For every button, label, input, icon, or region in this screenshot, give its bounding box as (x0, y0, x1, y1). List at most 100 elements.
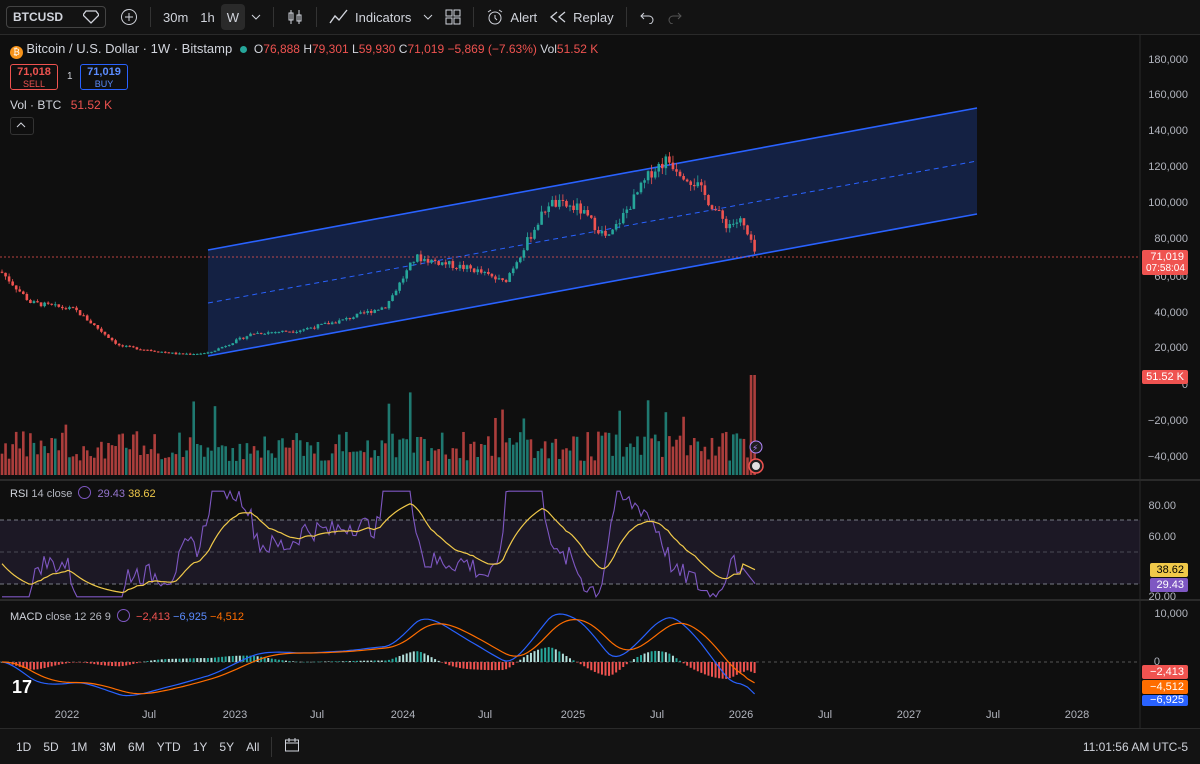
rsi-ma-line[interactable] (1, 503, 756, 594)
volume-bar (245, 443, 249, 475)
candle-body (742, 218, 746, 226)
macd-hist-bar (707, 662, 710, 676)
candle-body (639, 182, 643, 193)
buy-button[interactable]: 71,019 BUY (80, 64, 128, 90)
channel-upper-line[interactable] (207, 107, 978, 251)
macd-line[interactable] (1, 613, 756, 697)
symbol-search[interactable]: BTCUSD (6, 6, 106, 28)
candle-body (405, 270, 408, 279)
macd-hist-bar (537, 649, 540, 662)
time-tick: 2025 (561, 709, 585, 721)
volume-bar (284, 447, 288, 475)
volume-bar (632, 447, 636, 475)
toolbar-divider (273, 7, 275, 27)
collapse-legend-button[interactable] (10, 117, 34, 135)
indicators-button[interactable]: Indicators (323, 4, 417, 30)
channel-lower-line[interactable] (207, 213, 978, 357)
indicator-settings-icon[interactable] (78, 486, 92, 499)
candle-body (717, 210, 721, 212)
macd-hist-bar (40, 662, 43, 669)
indicator-settings-icon[interactable] (116, 609, 130, 622)
candle-body (334, 322, 337, 324)
candle-body (71, 307, 75, 309)
candle-body (195, 353, 199, 355)
volume-bar (210, 450, 213, 475)
volume-bar (277, 440, 281, 475)
range-6m[interactable]: 6M (128, 739, 145, 754)
candle-body (529, 237, 533, 239)
candle-body (401, 278, 405, 283)
interval-1h[interactable]: 1h (200, 9, 215, 25)
rsi-line[interactable] (2, 489, 756, 599)
candle-body (621, 212, 625, 224)
interval-dropdown[interactable] (245, 4, 267, 30)
diamond-icon[interactable] (83, 10, 99, 24)
macd-hist-bar (370, 660, 373, 662)
macd-hist-bar (629, 661, 632, 663)
time-axis[interactable]: 2022 Jul 2023 Jul 2024 Jul 2025 Jul 2026 Jul 2027 J… (55, 709, 1089, 721)
volume-bar (121, 433, 124, 475)
volume-bar (678, 435, 682, 475)
range-3m[interactable]: 3M (99, 739, 117, 754)
range-1y[interactable]: 1Y (192, 739, 208, 754)
last-price-value: 71,019 (1150, 251, 1184, 263)
price-axis[interactable]: 180,000 160,000 140,000 120,000 100,000 … (1148, 54, 1188, 668)
volume-bar (590, 456, 593, 475)
volume-bar (479, 444, 483, 475)
volume-bar (43, 446, 46, 475)
layout-button[interactable] (439, 4, 467, 30)
sell-button[interactable]: 71,018 SELL (10, 64, 58, 90)
alert-button[interactable]: Alert (480, 4, 543, 30)
date-range-button[interactable] (278, 737, 306, 756)
range-5y[interactable]: 5Y (219, 739, 235, 754)
buy-price: 71,019 (87, 66, 121, 78)
replay-button[interactable]: Replay (543, 4, 619, 30)
volume-bar (330, 453, 334, 475)
candle-body (700, 182, 703, 186)
volume-bar (7, 458, 11, 475)
undo-button[interactable] (633, 4, 661, 30)
compare-button[interactable] (114, 4, 144, 30)
redo-button[interactable] (661, 4, 689, 30)
macd-histogram[interactable] (1, 647, 756, 679)
range-1m[interactable]: 1M (70, 739, 88, 754)
candle-body (682, 175, 685, 180)
volume-bar (675, 439, 678, 475)
time-tick: 2024 (391, 709, 415, 721)
interval-30m[interactable]: 30m (163, 9, 189, 25)
chart-canvas[interactable]: 180,000 160,000 140,000 120,000 100,000 … (0, 35, 1200, 728)
price-candles[interactable] (0, 152, 756, 356)
range-ytd[interactable]: YTD (156, 739, 181, 754)
candle-body (444, 262, 448, 265)
macd-hist-bar (228, 656, 231, 662)
volume-bar (355, 451, 359, 475)
channel-mid-line[interactable] (207, 160, 978, 304)
macd-hist-bar (327, 661, 330, 662)
candle-body (646, 171, 650, 181)
volume-bar (25, 456, 29, 475)
range-all[interactable]: All (246, 739, 260, 754)
volume-bars[interactable] (0, 375, 756, 475)
macd-hist-bar (366, 660, 369, 662)
symbol-title[interactable]: Bitcoin / U.S. Dollar · 1W · Bitstamp (26, 41, 233, 56)
candle-body (629, 208, 632, 210)
event-marker[interactable] (749, 440, 763, 454)
interval-week[interactable]: W (220, 4, 246, 30)
range-1d[interactable]: 1D (16, 739, 32, 754)
clock-timezone[interactable]: 11:01:56 AM UTC-5 (1082, 739, 1188, 754)
chart-area[interactable]: 180,000 160,000 140,000 120,000 100,000 … (0, 35, 1200, 728)
candle-body (313, 327, 316, 329)
macd-hist-bar (387, 659, 390, 662)
volume-bar (540, 448, 543, 475)
macd-hist-bar (696, 662, 699, 672)
candle-body (22, 291, 25, 294)
macd-hist-bar (735, 662, 738, 675)
range-5d[interactable]: 5D (43, 739, 59, 754)
chart-type-button[interactable] (280, 4, 310, 30)
change-value: −5,869 (−7.63%) (447, 42, 537, 56)
tradingview-logo[interactable]: 17 (12, 677, 32, 697)
indicators-dropdown[interactable] (417, 4, 439, 30)
candle-body (25, 293, 29, 300)
signal-line[interactable] (1, 618, 755, 695)
macd-hist-bar (299, 661, 302, 663)
